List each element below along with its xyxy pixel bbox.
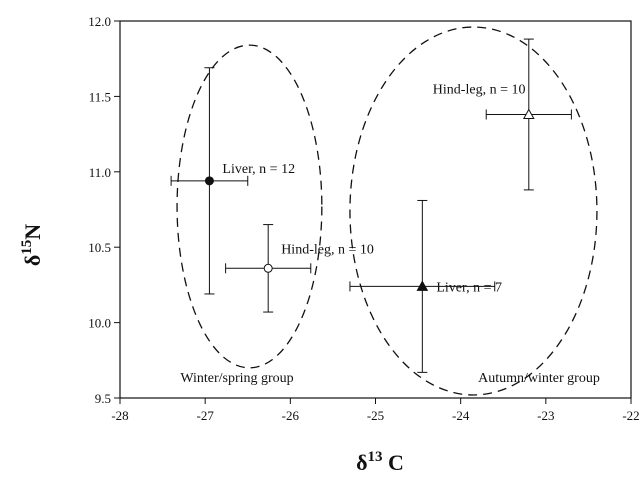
y-tick-label: 9.5 [95, 391, 111, 406]
point-label: Liver, n = 7 [436, 280, 502, 295]
x-tick-label: -28 [111, 408, 128, 423]
group-ellipses [176, 26, 598, 396]
y-axis-label: δ15N [19, 224, 45, 266]
data-point-circle [204, 176, 214, 186]
plot-frame [119, 20, 632, 399]
data-point-triangle [522, 108, 535, 119]
y-axis: 9.5 10.0 10.5 11.0 11.5 12.0 [88, 14, 120, 406]
x-tick-label: -27 [196, 408, 214, 423]
point-label: Liver, n = 12 [222, 162, 295, 177]
y-tick-label: 12.0 [88, 14, 111, 29]
data-point-triangle [416, 280, 429, 291]
point-label: Hind-leg, n = 10 [433, 82, 526, 97]
y-tick-label: 11.0 [89, 165, 111, 180]
x-tick-label: -23 [537, 408, 554, 423]
group-ellipse [349, 26, 598, 396]
data-point-circle [263, 263, 273, 273]
x-tick-label: -22 [622, 408, 639, 423]
x-tick-label: -24 [452, 408, 470, 423]
point-label: Hind-leg, n = 10 [281, 242, 374, 257]
data-points [170, 38, 572, 373]
group-label: Winter/spring group [180, 371, 293, 386]
x-axis-label: δ13 C [356, 449, 404, 475]
x-axis: -28 -27 -26 -25 -24 -23 -22 [111, 398, 640, 423]
group-labels: Winter/spring group Autumn/winter group [180, 371, 600, 386]
x-tick-label: -25 [367, 408, 384, 423]
x-tick-label: -26 [282, 408, 300, 423]
y-tick-label: 10.5 [88, 240, 111, 255]
y-tick-label: 10.0 [88, 316, 111, 331]
group-ellipse [176, 44, 323, 369]
point-labels: Liver, n = 12 Hind-leg, n = 10 Liver, n = … [222, 82, 525, 295]
group-label: Autumn/winter group [478, 371, 600, 386]
y-tick-label: 11.5 [89, 89, 111, 104]
